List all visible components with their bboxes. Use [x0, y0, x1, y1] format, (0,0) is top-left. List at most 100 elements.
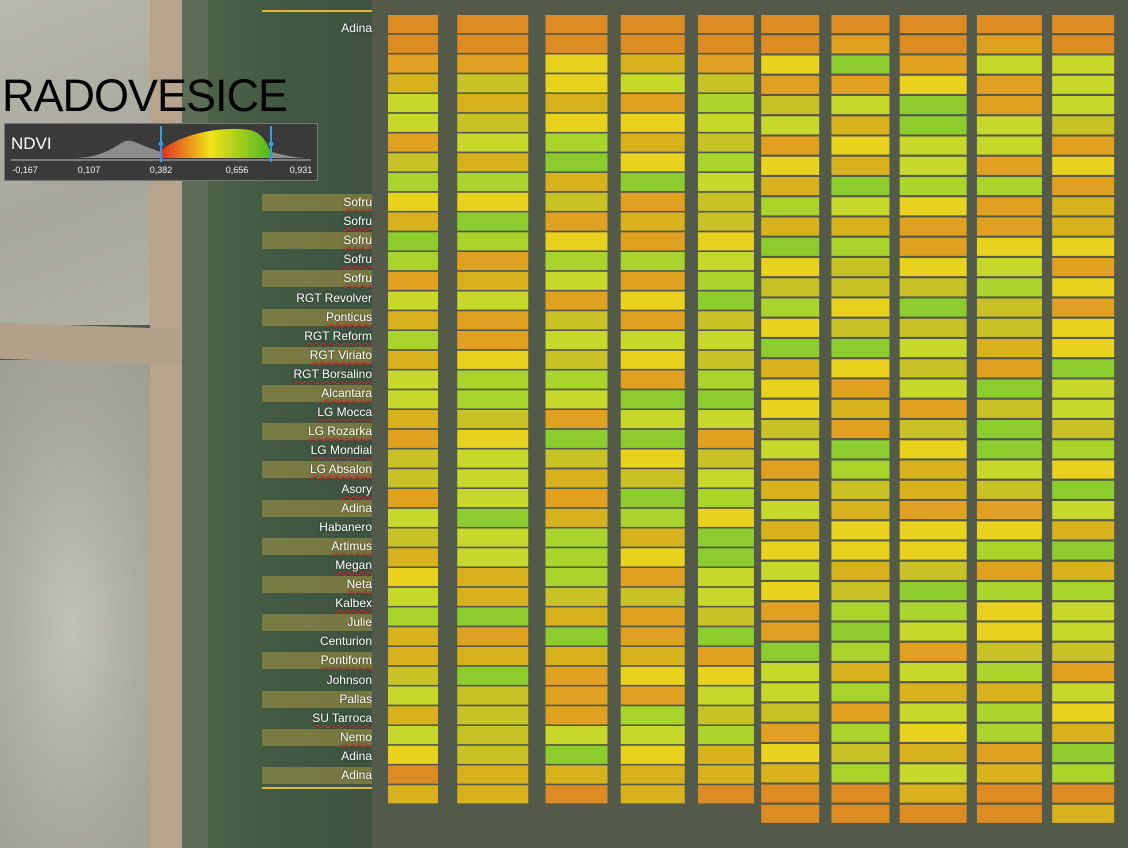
legend-index-label: NDVI — [11, 134, 52, 153]
plot-cell — [899, 582, 967, 601]
plot-cell — [976, 217, 1042, 236]
variety-label-row: SU Tarroca — [262, 710, 372, 727]
plot-cell — [831, 35, 890, 54]
plot-cell — [457, 647, 529, 666]
plot-cell — [620, 153, 685, 172]
plot-cell — [388, 153, 438, 172]
plot-cell — [457, 508, 529, 527]
plot-cell — [831, 298, 890, 317]
plot-cell — [1052, 258, 1115, 277]
plot-cell — [1052, 521, 1115, 540]
plot-cell — [1052, 359, 1115, 378]
plot-cell — [1052, 582, 1115, 601]
plot-cell — [761, 258, 820, 277]
plot-cell — [457, 133, 529, 152]
variety-label-text: Neta — [346, 577, 372, 591]
plot-cell — [457, 666, 529, 685]
variety-label-text: Julie — [347, 615, 372, 629]
variety-label-text: Centurion — [319, 634, 372, 648]
variety-label-row: RGT Revolver — [262, 290, 372, 307]
plot-cell — [697, 370, 754, 389]
plot-cell — [620, 370, 685, 389]
plot-cell — [1052, 399, 1115, 418]
variety-label-text: Pallas — [339, 692, 372, 706]
plot-cell — [831, 663, 890, 682]
variety-label-row: Nemo — [262, 729, 372, 746]
plot-cell — [761, 521, 820, 540]
plot-cell — [545, 607, 608, 626]
plot-cell — [1052, 804, 1115, 823]
plot-cell — [761, 318, 820, 337]
plot-cell — [388, 291, 438, 310]
plot-cell — [545, 153, 608, 172]
plot-cell — [545, 192, 608, 211]
plot-cell — [976, 663, 1042, 682]
variety-label-row: LG Absalon — [262, 461, 372, 478]
plot-cell — [761, 35, 820, 54]
plot-cell — [697, 311, 754, 330]
plot-cell — [620, 291, 685, 310]
plot-cell — [697, 587, 754, 606]
plot-cell — [545, 390, 608, 409]
plot-cell — [899, 379, 967, 398]
plot-cell — [761, 399, 820, 418]
plot-cell — [976, 197, 1042, 216]
plot-cell — [388, 548, 438, 567]
plot-cell — [831, 217, 890, 236]
plot-cell — [388, 271, 438, 290]
plot-cell — [976, 501, 1042, 520]
legend-tick-label: 0,382 — [149, 165, 173, 175]
plot-cell — [831, 359, 890, 378]
plot-cell — [620, 173, 685, 192]
plot-cell — [761, 541, 820, 560]
plot-cell — [761, 379, 820, 398]
plot-cell — [1052, 602, 1115, 621]
plot-cell — [761, 804, 820, 823]
plot-cell — [620, 410, 685, 429]
variety-label-row: Sofru — [262, 194, 372, 211]
plot-cell — [697, 627, 754, 646]
plot-cell — [620, 133, 685, 152]
variety-label-row: Adina — [262, 748, 372, 765]
plot-column — [457, 15, 529, 804]
plot-cell — [545, 587, 608, 606]
plot-cell — [899, 561, 967, 580]
plot-cell — [457, 469, 529, 488]
label-band — [262, 691, 372, 708]
variety-label-row: Sofru — [262, 270, 372, 287]
plot-cell — [831, 177, 890, 196]
plot-cell — [1052, 55, 1115, 74]
plot-cell — [1052, 156, 1115, 175]
plot-cell — [1052, 35, 1115, 54]
plot-cell — [831, 278, 890, 297]
plot-cell — [899, 501, 967, 520]
plot-cell — [388, 528, 438, 547]
plot-cell — [697, 548, 754, 567]
label-band — [262, 767, 372, 784]
plot-cell — [388, 173, 438, 192]
plot-cell — [545, 212, 608, 231]
plot-cell — [976, 379, 1042, 398]
plot-cell — [545, 54, 608, 73]
plot-cell — [620, 271, 685, 290]
plot-cell — [899, 116, 967, 135]
plot-cell — [697, 153, 754, 172]
variety-label-text: Adina — [341, 501, 372, 515]
plot-cell — [899, 622, 967, 641]
plot-cell — [1052, 440, 1115, 459]
variety-label-row: LG Mocca — [262, 404, 372, 421]
plot-cell — [831, 75, 890, 94]
label-band — [262, 652, 372, 669]
plot-cell — [545, 647, 608, 666]
plot-column — [1052, 15, 1115, 823]
variety-label-row: Asory — [262, 481, 372, 498]
variety-label-text: Alcantara — [321, 386, 372, 400]
plot-cell — [976, 602, 1042, 621]
variety-label-row: Adina — [262, 500, 372, 517]
plot-cell — [620, 765, 685, 784]
plot-cell — [976, 642, 1042, 661]
variety-label-row: LG Rozarka — [262, 423, 372, 440]
plot-cell — [620, 647, 685, 666]
plot-cell — [761, 501, 820, 520]
plot-cell — [620, 469, 685, 488]
